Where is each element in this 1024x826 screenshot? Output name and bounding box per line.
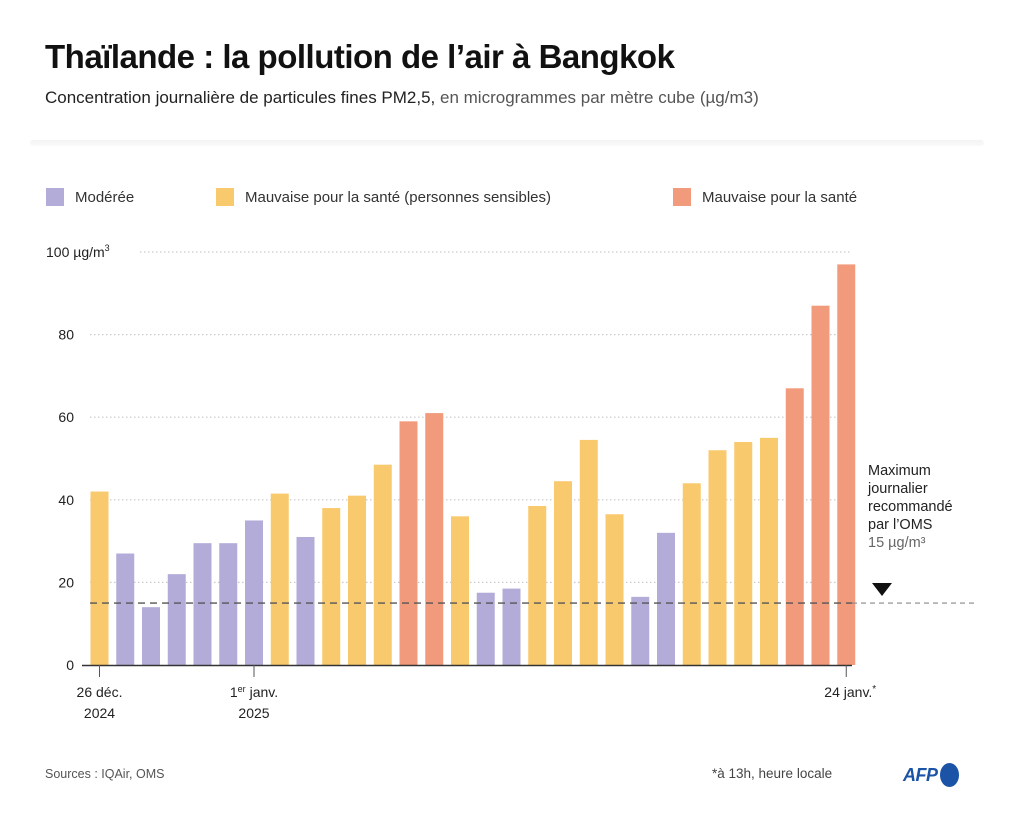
- legend-item-moderate: Modérée: [46, 188, 134, 206]
- bar: [476, 592, 495, 665]
- subtitle-main: Concentration journalière de particules …: [45, 88, 436, 107]
- bar: [708, 450, 727, 665]
- legend-item-unhealthy-sensitive: Mauvaise pour la santé (personnes sensib…: [216, 188, 551, 206]
- bar: [245, 520, 263, 665]
- y-tick-superscript: 3: [105, 243, 110, 253]
- bar: [167, 574, 186, 665]
- x-tick-label: 1er janv.: [230, 684, 278, 700]
- bar: [451, 516, 469, 665]
- chart-subtitle: Concentration journalière de particules …: [45, 88, 759, 108]
- down-triangle-icon: [872, 583, 892, 596]
- bar: [90, 491, 109, 665]
- legend-swatch-unhealthy: [673, 188, 691, 206]
- who-annotation-value: 15 µg/m³: [868, 535, 926, 551]
- x-tick-label: 2024: [84, 705, 115, 721]
- who-annotation-line: par l’OMS: [868, 517, 933, 533]
- legend-swatch-unhealthy-sensitive: [216, 188, 234, 206]
- header-separator: [30, 140, 984, 146]
- bar: [657, 532, 675, 665]
- bar: [193, 543, 212, 665]
- bar: [425, 413, 444, 665]
- bar: [682, 483, 701, 665]
- y-tick-label: 40: [58, 492, 74, 508]
- bar: [296, 536, 315, 665]
- bar: [399, 421, 418, 665]
- bar: [348, 495, 366, 665]
- subtitle-unit: en microgrammes par mètre cube (µg/m3): [435, 88, 759, 107]
- bar: [373, 464, 392, 665]
- sources-text: Sources : IQAir, OMS: [45, 767, 165, 781]
- who-annotation-line: recommandé: [868, 499, 953, 515]
- bar: [142, 607, 160, 665]
- who-annotation-line: Maximum: [868, 463, 931, 479]
- chart-title: Thaïlande : la pollution de l’air à Bang…: [45, 38, 675, 75]
- bar: [811, 305, 830, 665]
- y-tick-label: 60: [58, 409, 74, 425]
- legend-label-unhealthy-sensitive: Mauvaise pour la santé (personnes sensib…: [245, 188, 551, 206]
- x-tick-asterisk: *: [872, 684, 876, 695]
- bar: [837, 264, 856, 665]
- bar: [760, 437, 778, 665]
- afp-logo-text: AFP: [903, 764, 938, 785]
- x-tick-superscript: er: [238, 684, 246, 694]
- bar: [605, 514, 624, 665]
- footnote-text: *à 13h, heure locale: [712, 766, 833, 781]
- legend-label-unhealthy: Mauvaise pour la santé: [702, 188, 858, 206]
- legend-label-moderate: Modérée: [75, 188, 135, 206]
- y-tick-label: 80: [58, 327, 74, 343]
- legend-item-unhealthy: Mauvaise pour la santé: [673, 188, 857, 206]
- legend-swatch-moderate: [46, 188, 64, 206]
- x-tick-label-rest: janv.: [246, 684, 278, 700]
- bar: [734, 441, 753, 665]
- who-annotation: Maximum journalier recommandé par l’OMS …: [868, 462, 953, 552]
- x-tick-label: 26 déc.: [77, 684, 123, 700]
- bar: [116, 553, 135, 665]
- bar: [554, 481, 572, 665]
- bar: [785, 388, 804, 665]
- who-annotation-line: journalier: [868, 481, 928, 497]
- x-tick-label: 24 janv.*: [824, 684, 876, 700]
- y-tick-label: 0: [66, 657, 74, 673]
- bar: [219, 543, 238, 665]
- bar: [322, 508, 341, 665]
- bar: [270, 493, 289, 665]
- x-tick-label: 2025: [238, 705, 269, 721]
- y-tick-label: 20: [58, 574, 74, 590]
- bar: [502, 588, 521, 665]
- bar: [579, 439, 598, 665]
- afp-logo: AFP: [903, 763, 959, 787]
- afp-logo-dot-icon: [939, 763, 959, 787]
- y-tick-label: 100 µg/m3: [46, 243, 110, 260]
- bar: [528, 505, 547, 665]
- bar: [631, 596, 650, 665]
